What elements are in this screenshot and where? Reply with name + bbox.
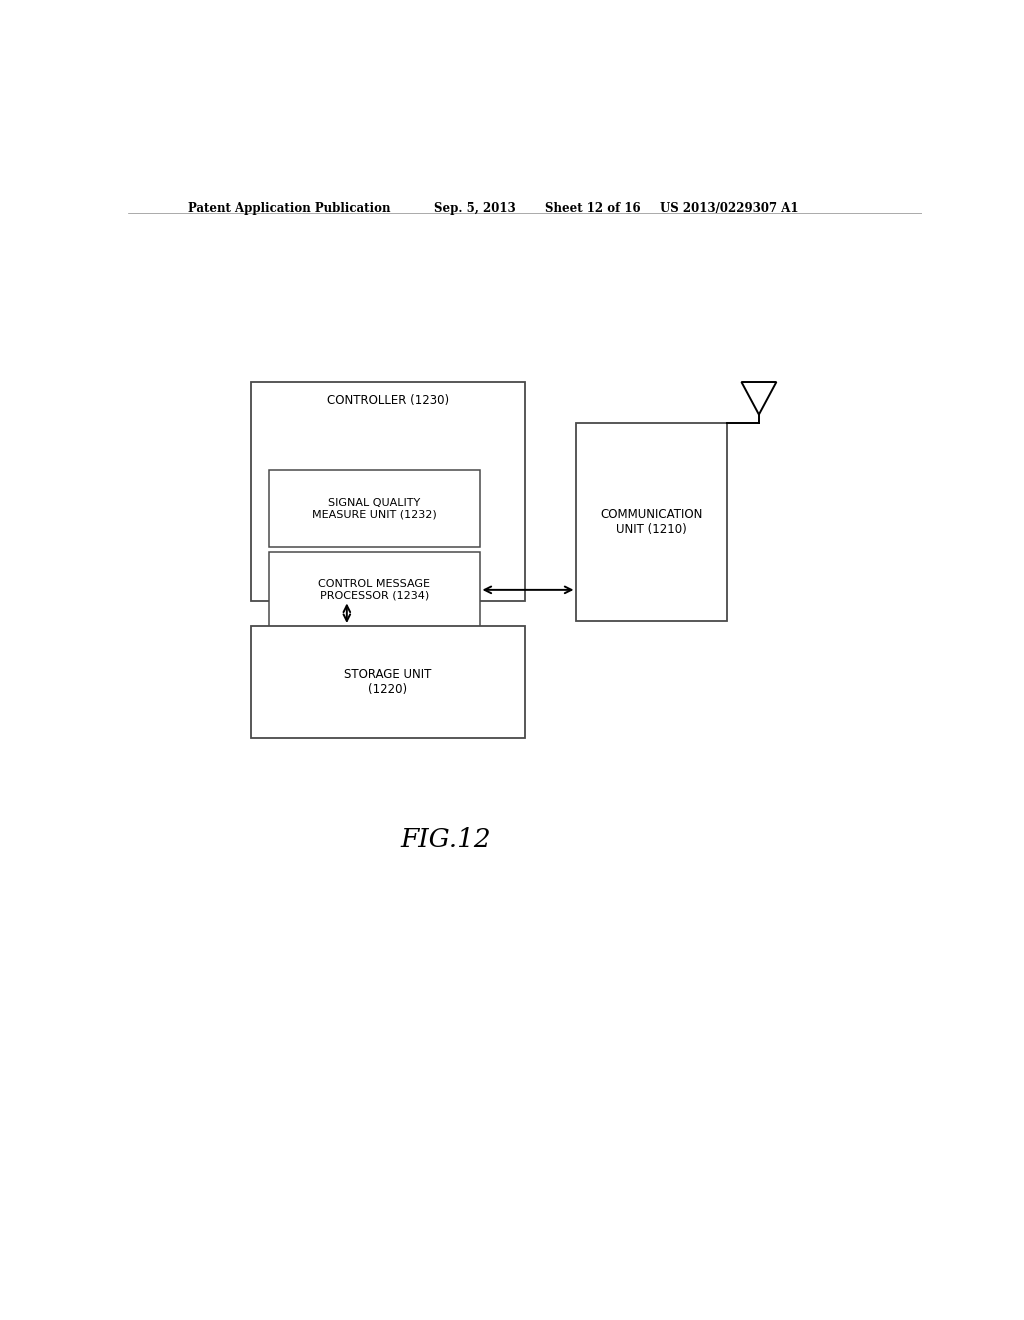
Bar [269,470,479,546]
Text: SIGNAL QUALITY
MEASURE UNIT (1232): SIGNAL QUALITY MEASURE UNIT (1232) [312,498,437,519]
Bar [251,626,524,738]
Bar [251,381,524,601]
Text: STORAGE UNIT
(1220): STORAGE UNIT (1220) [344,668,431,696]
Text: US 2013/0229307 A1: US 2013/0229307 A1 [659,202,799,215]
Text: Sheet 12 of 16: Sheet 12 of 16 [545,202,640,215]
Text: Patent Application Publication: Patent Application Publication [187,202,390,215]
Text: FIG.12: FIG.12 [400,826,490,851]
Text: Sep. 5, 2013: Sep. 5, 2013 [433,202,515,215]
Bar [577,422,727,620]
Text: CONTROLLER (1230): CONTROLLER (1230) [327,395,449,407]
Text: CONTROL MESSAGE
PROCESSOR (1234): CONTROL MESSAGE PROCESSOR (1234) [318,579,430,601]
Bar [269,552,479,628]
Text: COMMUNICATION
UNIT (1210): COMMUNICATION UNIT (1210) [601,508,702,536]
